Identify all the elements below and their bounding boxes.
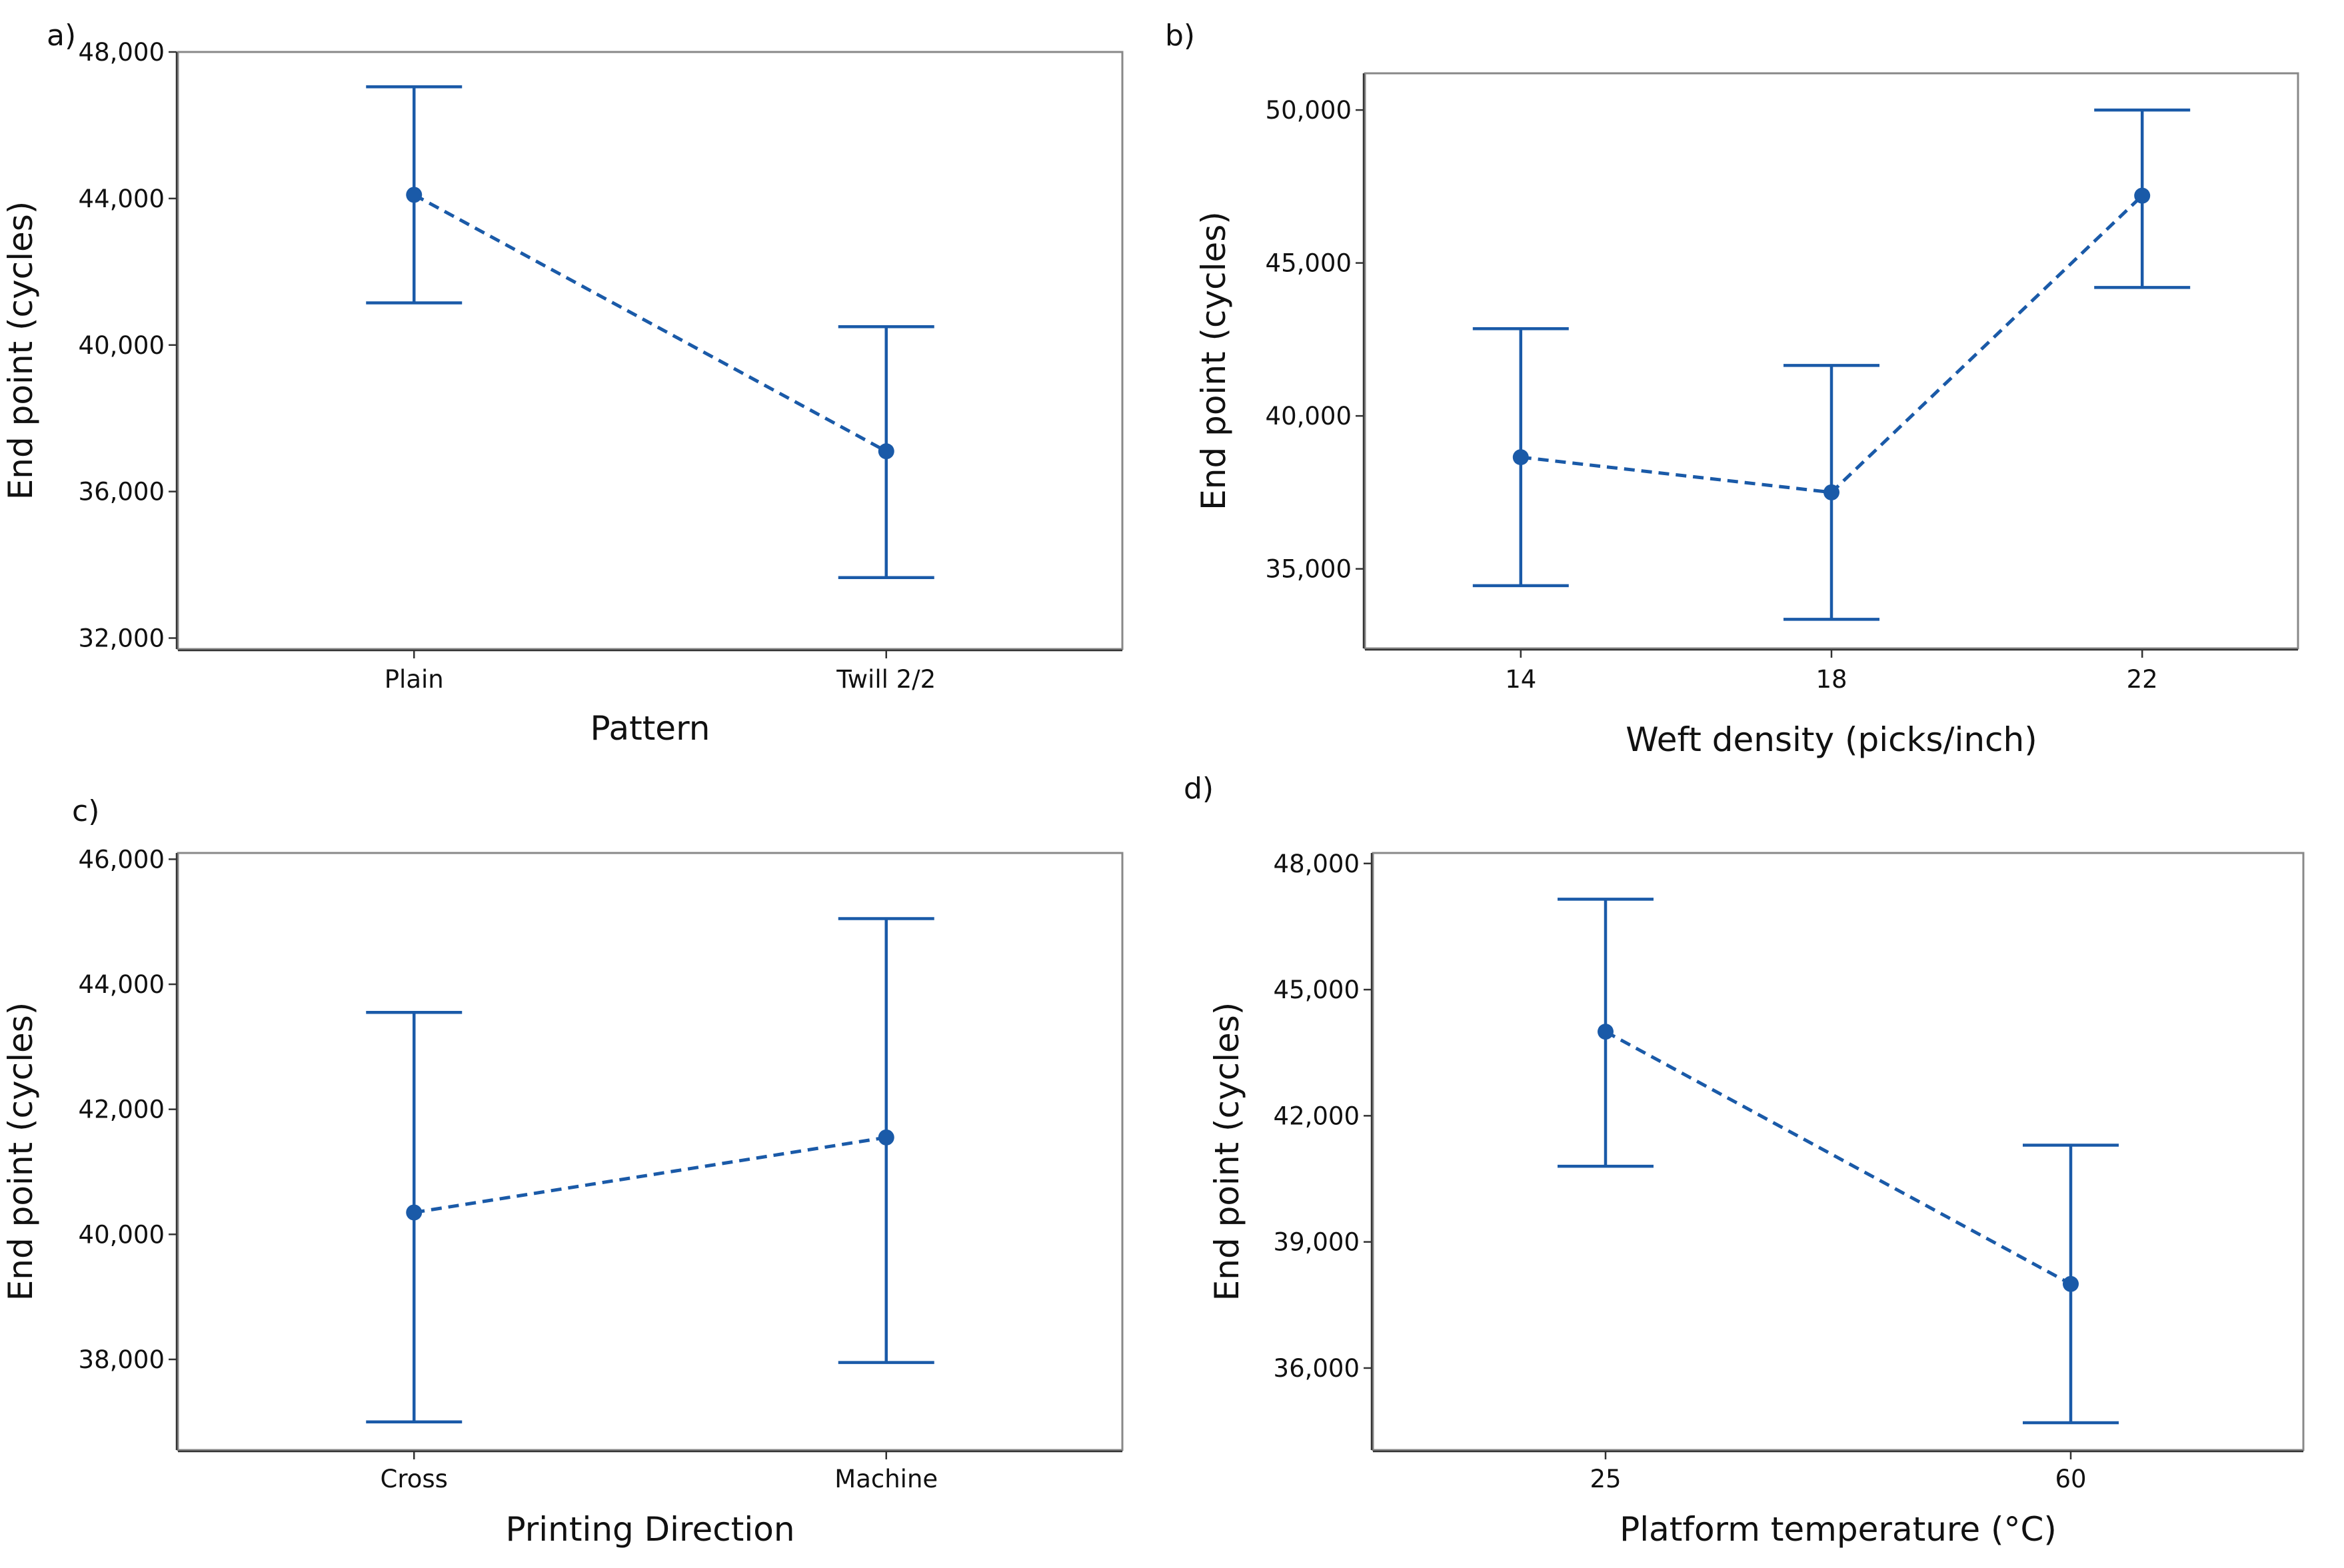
y-tick-label: 45,000 — [1274, 976, 1360, 1004]
y-tick-label: 35,000 — [1266, 555, 1352, 584]
mean-point — [2063, 1275, 2079, 1292]
mean-point — [1598, 1024, 1614, 1040]
y-axis-title: End point (cycles) — [1208, 1002, 1246, 1301]
x-tick-label: 18 — [1815, 665, 1847, 694]
x-tick-label: Cross — [381, 1465, 448, 1493]
panel-b: 35,000 40,000 45,000 50,000 14 18 22 Weft densi… — [1165, 19, 2299, 759]
x-tick-label: 14 — [1505, 665, 1536, 694]
panel-label: a) — [47, 19, 76, 53]
x-tick-label: 60 — [2055, 1465, 2086, 1493]
panel-d: 36,000 39,000 42,000 45,000 48,000 25 60 Platfo… — [1184, 772, 2305, 1549]
plot-frame — [1372, 852, 2305, 1451]
mean-line — [1604, 1030, 2072, 1285]
panel-a: 32,000 36,000 40,000 44,000 48,000 Plain Twill… — [1, 19, 1124, 748]
mean-line — [413, 193, 887, 453]
mean-point — [878, 443, 894, 460]
y-axis-title: End point (cycles) — [1, 1002, 40, 1301]
x-axis-title: Platform temperature (°C) — [1620, 1510, 2057, 1549]
y-axis-title: End point (cycles) — [1194, 211, 1233, 510]
y-tick-label: 36,000 — [79, 478, 165, 506]
y-tick-label: 42,000 — [79, 1096, 165, 1124]
y-tick-label: 40,000 — [1266, 402, 1352, 430]
mean-point — [406, 1204, 423, 1221]
y-tick-label: 48,000 — [1274, 850, 1360, 878]
x-tick-label: Machine — [834, 1465, 938, 1493]
panel-label: b) — [1165, 19, 1195, 53]
y-axis-title: End point (cycles) — [1, 201, 40, 500]
mean-point — [2134, 187, 2151, 204]
plot-frame — [1364, 72, 2299, 650]
plot-frame — [177, 852, 1124, 1451]
y-tick-label: 32,000 — [79, 624, 165, 653]
y-tick-label: 40,000 — [79, 331, 165, 360]
mean-line — [413, 1136, 887, 1214]
y-tick-label: 44,000 — [79, 970, 165, 999]
y-tick-label: 44,000 — [79, 185, 165, 213]
y-tick-label: 48,000 — [79, 38, 165, 67]
panel-c: 38,000 40,000 42,000 44,000 46,000 Cross Machi… — [1, 794, 1124, 1549]
x-axis-title: Weft density (picks/inch) — [1626, 720, 2037, 759]
mean-point — [1823, 484, 1839, 500]
mean-point — [1512, 449, 1529, 466]
y-tick-label: 38,000 — [79, 1345, 165, 1374]
y-tick-label: 39,000 — [1274, 1228, 1360, 1257]
y-tick-label: 46,000 — [79, 845, 165, 874]
panel-label: c) — [72, 794, 99, 828]
x-axis-title: Pattern — [590, 709, 710, 748]
y-tick-label: 42,000 — [1274, 1102, 1360, 1130]
y-tick-label: 36,000 — [1274, 1354, 1360, 1383]
x-tick-label: 22 — [2127, 665, 2158, 694]
y-tick-label: 50,000 — [1266, 96, 1352, 125]
mean-point — [878, 1129, 894, 1146]
x-tick-label: Twill 2/2 — [836, 665, 936, 694]
y-tick-label: 40,000 — [79, 1220, 165, 1249]
plot-frame — [177, 51, 1124, 650]
panel-label: d) — [1184, 772, 1214, 806]
x-axis-title: Printing Direction — [505, 1510, 794, 1549]
x-tick-label: Plain — [385, 665, 444, 694]
x-tick-label: 25 — [1590, 1465, 1621, 1493]
y-tick-label: 45,000 — [1266, 249, 1352, 278]
mean-point — [406, 187, 423, 203]
